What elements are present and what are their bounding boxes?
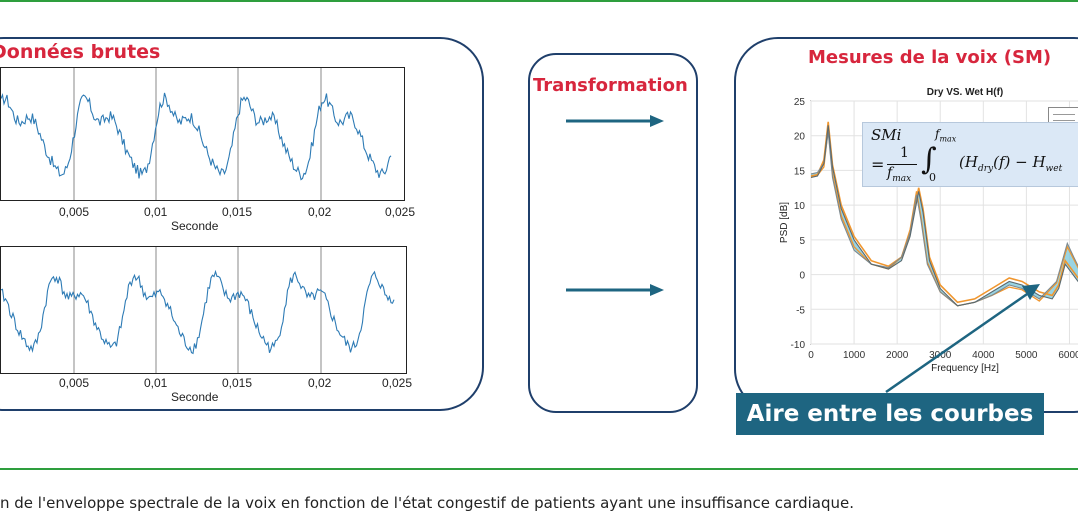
formula-eq: = (871, 155, 885, 174)
x-tick-label: 2000 (886, 350, 909, 361)
top-divider (0, 0, 1078, 2)
x-tick-label: 1000 (843, 350, 866, 361)
y-tick-label: 5 (799, 236, 805, 247)
area-between-curves-label: Aire entre les courbes (736, 393, 1044, 435)
signal-top-xlabel: Seconde (171, 219, 219, 233)
x-tick-label: 5000 (1015, 350, 1038, 361)
x-tick: 0,02 (308, 205, 332, 219)
x-tick: 0,015 (222, 205, 253, 219)
x-tick: 0,015 (222, 376, 253, 390)
x-tick: 0,025 (382, 376, 413, 390)
arrow-right-icon (566, 115, 664, 127)
y-tick-label: 10 (794, 201, 806, 212)
signal-plot-bottom-svg (1, 247, 395, 373)
x-tick: 0,01 (144, 205, 168, 219)
y-tick-label: 25 (794, 97, 806, 108)
y-tick-label: -10 (791, 340, 806, 351)
chart-title: Dry VS. Wet H(f) (927, 87, 1004, 98)
formula-int-lower: 0 (929, 171, 936, 184)
x-tick: 0,01 (144, 376, 168, 390)
measures-title: Mesures de la voix (SM) (808, 47, 1052, 68)
formula-body-sub2: wet (1045, 164, 1063, 174)
formula-body-mid: (f) − H (993, 153, 1046, 171)
formula-body-open: (H (959, 153, 978, 171)
x-tick: 0,02 (308, 376, 332, 390)
x-tick-label: 0 (808, 350, 814, 361)
formula-frac-bar (887, 164, 917, 165)
formula-int-upper-sub: max (939, 134, 957, 144)
integral-icon: ∫ (921, 142, 937, 177)
figure-caption: n de l'enveloppe spectrale de la voix en… (0, 494, 855, 512)
formula-frac-den: fmax (887, 165, 911, 184)
smi-formula: SMi = 1 fmax ∫ fmax 0 (Hdry(f) − Hwet (862, 122, 1078, 187)
x-tick-label: 6000 (1058, 350, 1078, 361)
formula-int-upper-text: f (935, 127, 940, 141)
formula-body-sub1: dry (977, 164, 994, 174)
x-tick: 0,005 (59, 205, 90, 219)
transform-title: Transformation (533, 75, 688, 96)
pointer-arrow-icon (885, 284, 1040, 394)
signal-top-trace (1, 92, 392, 181)
y-tick-label: 15 (794, 166, 806, 177)
y-axis-label: PSD [dB] (779, 202, 790, 243)
formula-body: (Hdry(f) − Hwet (959, 153, 1062, 174)
series-line (810, 125, 1078, 307)
series-line (810, 132, 1078, 307)
y-tick-label: -5 (796, 305, 805, 316)
signal-bottom-xlabel: Seconde (171, 390, 219, 404)
arrow-right-icon (566, 284, 664, 296)
formula-lhs: SMi (871, 126, 902, 144)
formula-frac-den-text: f (887, 165, 893, 181)
formula-frac-num: 1 (900, 145, 909, 161)
transform-panel (528, 53, 698, 413)
signal-plot-bottom (0, 246, 407, 374)
signal-bottom-trace (1, 269, 395, 355)
bottom-divider (0, 468, 1078, 470)
raw-data-title: Données brutes (0, 41, 161, 63)
formula-int-upper: fmax (935, 127, 956, 143)
x-tick: 0,005 (59, 376, 90, 390)
signal-top-gridlines (73, 68, 322, 200)
x-tick: 0,025 (385, 205, 416, 219)
y-tick-label: 20 (794, 132, 806, 143)
y-tick-label: 0 (799, 271, 805, 282)
signal-plot-top (0, 67, 405, 201)
formula-frac-den-sub: max (892, 173, 912, 184)
x-axis-label: Frequency [Hz] (931, 363, 999, 374)
x-tick-label: 4000 (972, 350, 995, 361)
signal-bottom-gridlines (73, 247, 322, 373)
signal-plot-top-svg (1, 68, 392, 200)
